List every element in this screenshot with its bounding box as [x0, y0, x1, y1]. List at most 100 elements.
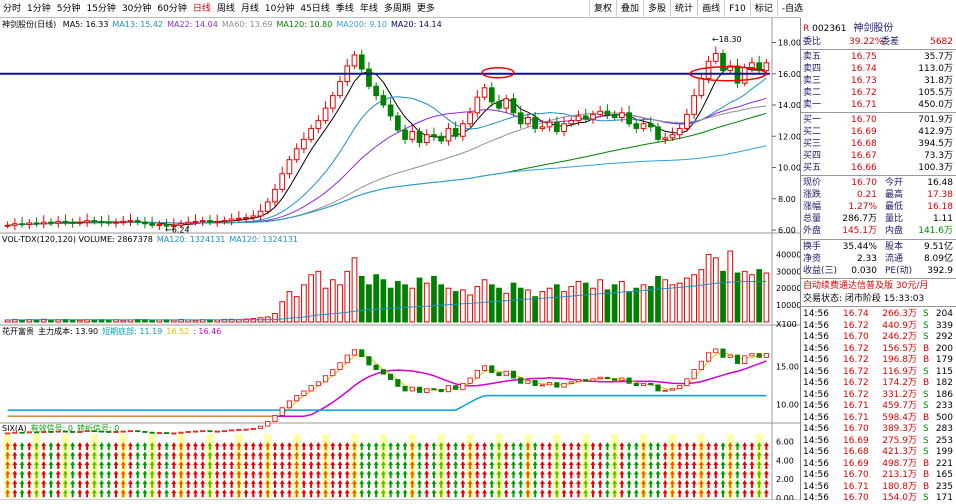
- signal-arrow: [164, 442, 170, 451]
- period-tab-14[interactable]: 更多: [416, 3, 435, 14]
- period-tab-11[interactable]: 季线: [335, 3, 354, 14]
- signal-arrow: [315, 489, 321, 498]
- tool-button-0[interactable]: 复权: [589, 0, 616, 18]
- trade-row: 14:56 16.72 156.5万 B 200: [803, 343, 953, 354]
- candle-body: [582, 115, 589, 120]
- signal-arrow: [258, 479, 264, 488]
- ind-candle: [207, 430, 213, 433]
- candle-body: [134, 220, 141, 223]
- candle-body: [655, 126, 661, 140]
- tool-button-5[interactable]: F10: [724, 0, 750, 18]
- signal-arrow: [127, 489, 133, 498]
- signal-arrow: [547, 442, 553, 451]
- stat-row: 涨跌 0.21 最高 17.38: [803, 190, 953, 200]
- candle-body: [416, 131, 423, 143]
- signal-arrow: [142, 442, 148, 451]
- period-tab-5[interactable]: 60分钟: [157, 3, 187, 14]
- volume-bar: [460, 289, 466, 323]
- signal-arrow: [70, 451, 76, 460]
- tool-button-3[interactable]: 统计: [670, 0, 697, 18]
- signal-arrow: [84, 451, 90, 460]
- signal-arrow: [742, 451, 748, 460]
- period-tab-3[interactable]: 15分钟: [86, 3, 116, 14]
- period-tab-7[interactable]: 周线: [216, 3, 235, 14]
- trade-row: 14:56 16.72 331.2万 S 186: [803, 389, 953, 400]
- vol-tick-label: 20000: [776, 284, 800, 293]
- signal-highlight: [206, 434, 214, 498]
- period-tab-12[interactable]: 年线: [359, 3, 378, 14]
- signal-arrow: [677, 479, 683, 488]
- tool-button-1[interactable]: 叠加: [616, 0, 643, 18]
- signal-highlight: [4, 434, 12, 498]
- tool-button-2[interactable]: 多股: [643, 0, 670, 18]
- signal-arrow: [12, 489, 18, 498]
- trade-row: 14:56 16.71 598.4万 B 500: [803, 412, 953, 423]
- legend-item: VOL-TDX(120,120) VOLUME: 2867378: [2, 235, 153, 244]
- signal-arrow: [286, 442, 292, 451]
- volume-bar: [734, 272, 741, 323]
- signal-arrow: [135, 442, 141, 451]
- volume-bar: [120, 319, 127, 323]
- signal-arrow: [742, 461, 748, 469]
- six-tick-label: 2.00: [776, 475, 794, 484]
- volume-bar: [431, 275, 437, 323]
- candle-body: [611, 113, 618, 118]
- period-tab-8[interactable]: 月线: [240, 3, 259, 14]
- stat-row: 外盘 145.1万 内盘 141.6万: [803, 226, 953, 236]
- signal-arrow: [576, 451, 581, 460]
- legend-item: 短期底部: 11.19: [102, 327, 163, 336]
- ind-candle: [351, 349, 358, 356]
- signal-arrow: [395, 470, 401, 479]
- period-tab-6[interactable]: 日线: [192, 3, 211, 14]
- signal-arrow: [62, 479, 68, 488]
- tool-button-6[interactable]: 标记: [749, 0, 777, 18]
- period-tab-2[interactable]: 5分钟: [56, 3, 81, 14]
- period-tab-13[interactable]: 多周期: [383, 3, 411, 14]
- tool-button-7[interactable]: -自选: [776, 0, 807, 18]
- signal-arrow: [460, 479, 466, 488]
- candle-body: [553, 121, 560, 133]
- ind-candle: [70, 431, 76, 433]
- signal-arrow: [193, 489, 198, 498]
- signal-arrow: [294, 442, 300, 451]
- candle-body: [77, 221, 83, 224]
- legend-item: MA120: 10.80: [276, 20, 333, 29]
- signal-arrow: [698, 479, 704, 488]
- signal-arrow: [583, 461, 589, 469]
- chart-area[interactable]: 18.00 16.00 14.00 12.00 10.00 8.00 6.00 ←18.30 ←…: [0, 18, 801, 503]
- period-tab-4[interactable]: 30分钟: [121, 3, 152, 14]
- candle-body: [170, 224, 177, 227]
- period-tab-9[interactable]: 10分钟: [264, 3, 295, 14]
- kline-chart[interactable]: 18.00 16.00 14.00 12.00 10.00 8.00 6.00 ←18.30 ←…: [0, 18, 801, 503]
- signal-arrow: [265, 489, 271, 498]
- candle-body: [185, 221, 192, 225]
- signal-arrow: [734, 461, 740, 469]
- ind-candle: [373, 364, 379, 371]
- signal-arrow: [409, 489, 415, 498]
- volume-bar: [301, 284, 307, 323]
- signal-arrow: [99, 461, 105, 469]
- stock-header: R 002361 神剑股份: [803, 19, 893, 34]
- period-tab-1[interactable]: 1分钟: [27, 3, 51, 14]
- signal-arrow: [619, 451, 625, 460]
- signal-arrow: [655, 442, 661, 451]
- volume-bar: [611, 284, 618, 323]
- signal-arrow: [648, 442, 654, 451]
- signal-arrow: [286, 479, 292, 488]
- candle-body: [192, 220, 199, 223]
- signal-arrow: [171, 461, 177, 469]
- signal-arrow: [684, 451, 690, 460]
- signal-arrow: [720, 479, 726, 488]
- volume-bar: [279, 301, 286, 323]
- signal-arrow: [323, 461, 329, 469]
- period-tab-0[interactable]: 分时: [3, 3, 22, 14]
- tool-button-4[interactable]: 画线: [697, 0, 724, 18]
- signal-arrow: [409, 442, 415, 451]
- candle-body: [373, 85, 380, 97]
- period-tab-10[interactable]: 45日线: [300, 3, 330, 14]
- y-tick-label: 6.00: [778, 226, 796, 235]
- ind-candle: [62, 430, 68, 433]
- signal-arrow: [417, 461, 423, 469]
- signal-arrow: [337, 479, 343, 488]
- signal-highlight: [466, 434, 474, 498]
